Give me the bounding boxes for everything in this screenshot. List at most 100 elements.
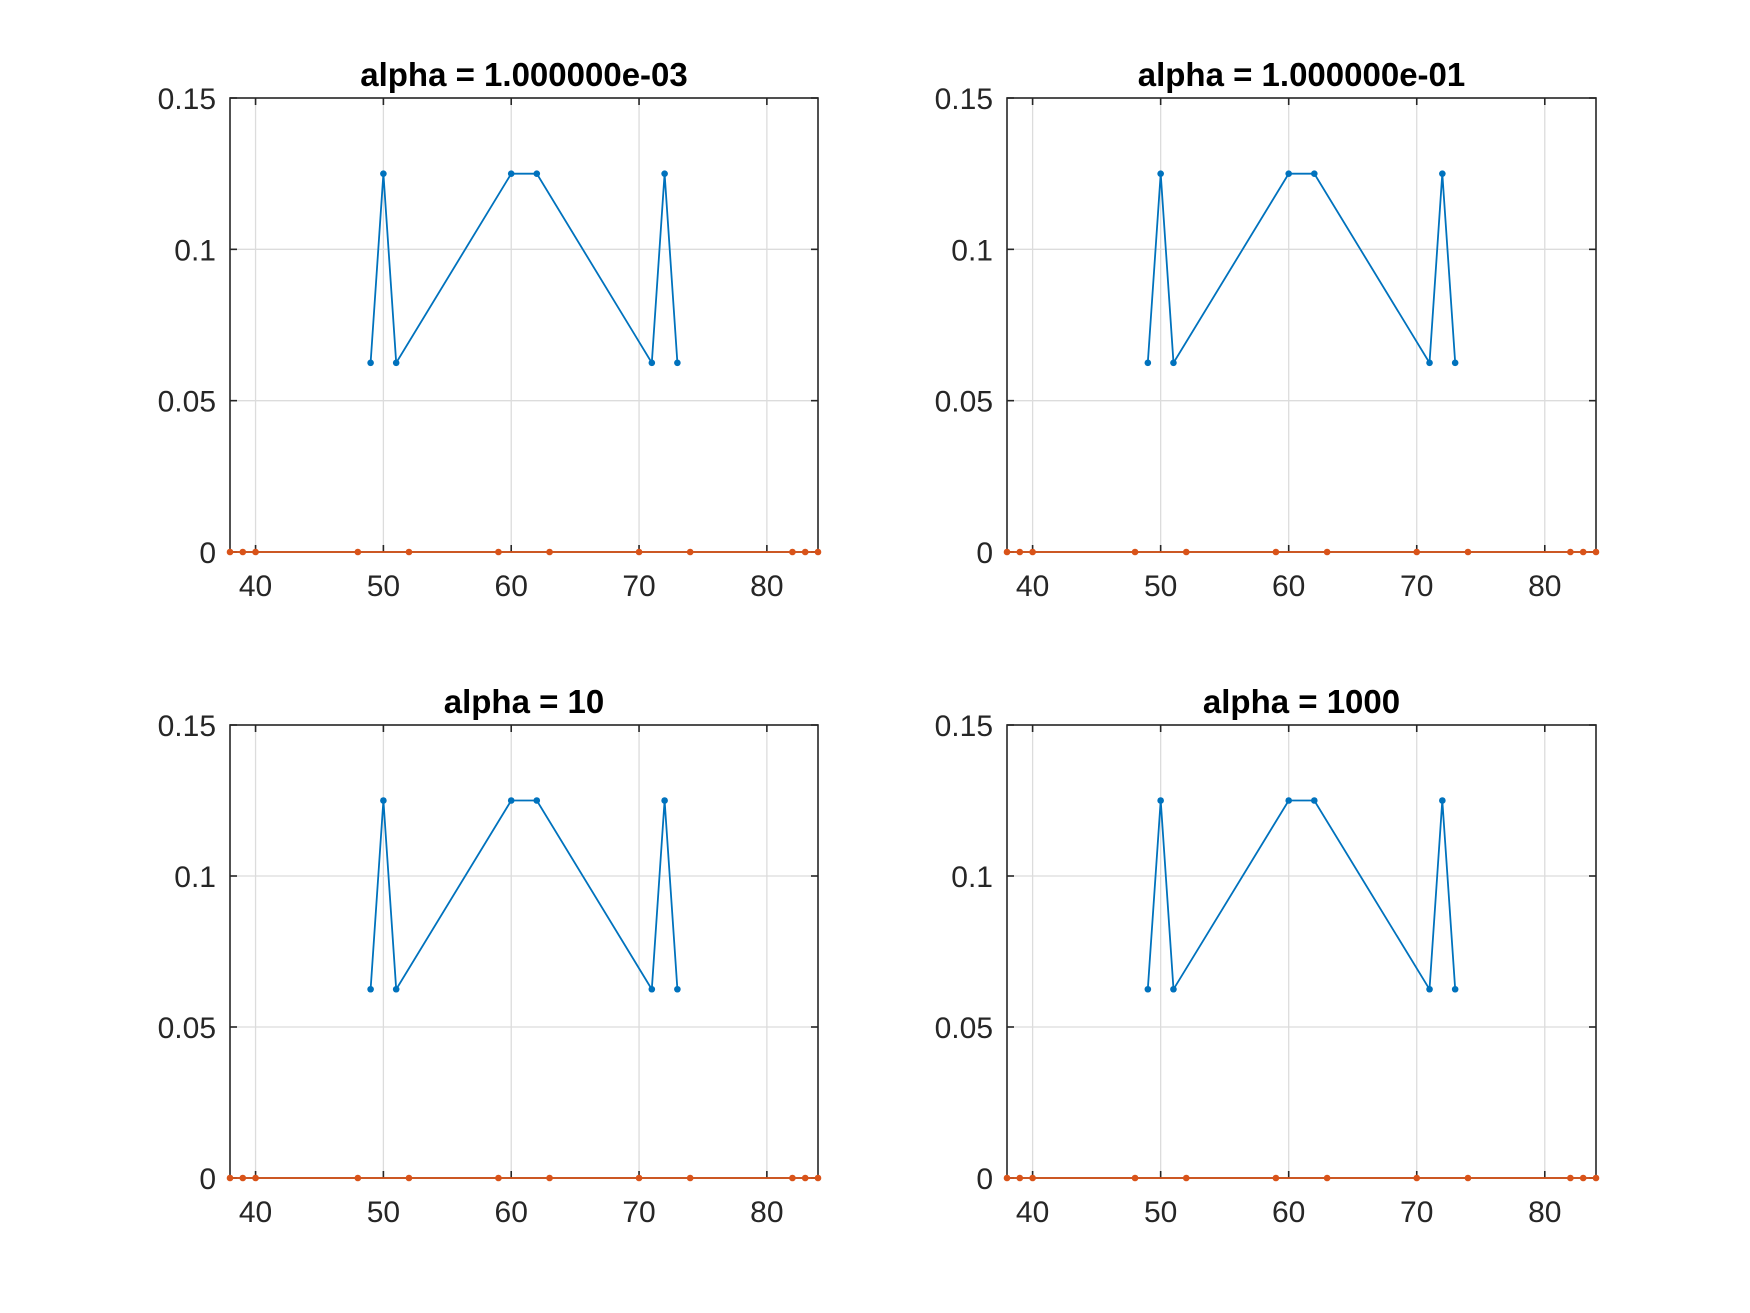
subplot-2-series-1-point [1144, 359, 1152, 367]
subplot-2-series-1-point [1170, 359, 1177, 367]
subplot-2-x-tick-label: 80 [1528, 570, 1561, 603]
subplot-1-series-1-point [533, 170, 541, 177]
subplot-1-y-tick-label: 0.1 [174, 234, 216, 267]
subplot-4-series-2-point [1464, 1174, 1472, 1182]
subplot-2-y-tick-label: 0.15 [935, 83, 993, 116]
subplot-2-series-2-point [1272, 548, 1280, 556]
subplot-4-x-tick-label: 60 [1272, 1196, 1305, 1229]
subplot-3-series-1-line [369, 799, 679, 993]
subplot-1-series-1-line [369, 172, 679, 366]
subplot-1-series-2-point [546, 548, 553, 556]
subplot-4: 40 50 60 70 80 0 0.05 0.1 0.15 alpha = 1000 [935, 683, 1600, 1229]
subplot-3-title: alpha = 10 [444, 683, 605, 720]
subplot-1-series-2-point [801, 548, 809, 556]
subplot-1-y-tick-label: 0 [199, 537, 216, 570]
subplot-3-x-tick-label: 70 [622, 1196, 655, 1229]
subplot-4-y-tick-label: 0 [976, 1163, 993, 1196]
subplot-2-series-2-point [1592, 548, 1600, 556]
subplot-1-x-tick-label: 50 [367, 570, 400, 603]
subplot-2-series-2-point [1323, 548, 1331, 556]
subplot-3-y-tick-label: 0 [199, 1163, 216, 1196]
subplot-4-plot-area [1007, 725, 1596, 1178]
subplot-3-series-1-point [507, 797, 515, 804]
subplot-3-series-2-point [226, 1174, 234, 1182]
subplot-4-title: alpha = 1000 [1203, 683, 1400, 720]
subplot-4-x-tick-label: 80 [1528, 1196, 1561, 1229]
subplot-3-y-tick-label: 0.05 [158, 1012, 216, 1045]
subplot-3-series-1-point [367, 985, 374, 993]
subplot-2-series-2-point [1029, 548, 1036, 556]
subplot-3-series-2-point [354, 1174, 362, 1182]
subplot-4-series-2-point [1592, 1174, 1600, 1182]
subplot-4-series-2-point [1567, 1174, 1574, 1182]
subplot-1-series-2-point [252, 548, 259, 556]
subplot-4-series-1-point [1285, 797, 1292, 804]
subplot-3-series-1-point [648, 985, 656, 993]
subplot-1-x-tick-label: 70 [622, 570, 655, 603]
subplot-4-series-2-point [1413, 1174, 1421, 1182]
subplot-2-x-tick-label: 60 [1272, 570, 1305, 603]
subplot-2-series-2-point [1016, 548, 1024, 556]
subplot-2: 40 50 60 70 80 0 0.05 0.1 0.15 alpha = 1.000000e-… [935, 56, 1600, 603]
subplot-4-series-2-point [1131, 1174, 1139, 1182]
subplot-3-series-2-point [801, 1174, 809, 1182]
subplot-1-series-1-point [648, 359, 656, 367]
subplot-2-plot-area [1007, 98, 1596, 552]
subplot-4-series-1-point [1157, 797, 1164, 804]
subplot-1: 40 50 60 70 80 0 0.05 0.1 0.15 alpha = 1.000000e-… [158, 56, 822, 603]
subplot-2-series-2-point [1182, 548, 1190, 556]
subplot-3-x-tick-label: 50 [367, 1196, 400, 1229]
subplot-3-series-2-point [239, 1174, 247, 1182]
subplot-4-x-tick-label: 40 [1016, 1196, 1049, 1229]
subplot-4-series-2-point [1029, 1174, 1036, 1182]
subplot-2-x-tick-label: 40 [1016, 570, 1049, 603]
subplot-1-series-2-point [495, 548, 502, 556]
subplot-3-x-tick-label: 60 [495, 1196, 528, 1229]
subplot-2-x-tick-label: 70 [1400, 570, 1433, 603]
subplot-2-series-1-line [1146, 172, 1457, 366]
subplot-1-series-1-point [392, 359, 400, 367]
subplot-2-y-tick-label: 0 [976, 537, 993, 570]
subplot-2-series-2-point [1003, 548, 1011, 556]
subplot-3: 40 50 60 70 80 0 0.05 0.1 0.15 alpha = 10 [158, 683, 822, 1229]
subplot-4-series-1-point [1311, 797, 1318, 804]
subplot-1-series-1-point [674, 359, 681, 367]
subplot-1-plot-area [230, 98, 818, 552]
subplot-3-series-2-point [814, 1174, 822, 1182]
subplot-2-series-2-point [1567, 548, 1574, 556]
subplot-1-series-1-point [367, 359, 374, 367]
subplot-4-series-2-point [1182, 1174, 1190, 1182]
subplot-2-series-2-point [1131, 548, 1139, 556]
subplot-3-series-2-point [252, 1174, 259, 1182]
subplot-3-series-1-point [661, 797, 668, 804]
subplot-2-series-2-point [1413, 548, 1421, 556]
subplot-2-series-1-point [1157, 170, 1164, 177]
subplot-4-series-2-point [1003, 1174, 1011, 1182]
subplot-3-series-1-point [674, 985, 681, 993]
subplot-1-series-1-point [507, 170, 515, 177]
subplot-2-y-tick-label: 0.05 [935, 386, 993, 419]
subplot-3-series-2-point [635, 1174, 643, 1182]
subplot-4-series-2-point [1016, 1174, 1024, 1182]
subplot-4-series-1-point [1144, 985, 1152, 993]
subplot-1-series-2-point [635, 548, 643, 556]
subplot-1-series-2-point [686, 548, 694, 556]
subplot-2-series-1-point [1426, 359, 1433, 367]
subplot-4-series-1-point [1451, 985, 1459, 993]
subplot-2-title: alpha = 1.000000e-01 [1138, 56, 1466, 93]
subplot-3-series-1-point [533, 797, 541, 804]
subplot-4-series-1-point [1426, 985, 1433, 993]
subplot-1-series-1-point [380, 170, 387, 177]
subplot-1-x-tick-label: 40 [239, 570, 272, 603]
subplot-3-series-2-point [546, 1174, 553, 1182]
subplot-4-series-2-point [1579, 1174, 1587, 1182]
subplot-1-x-tick-label: 80 [750, 570, 783, 603]
subplot-4-series-1-point [1439, 797, 1446, 804]
subplot-2-series-1-point [1439, 170, 1446, 177]
subplot-4-series-1-line [1146, 799, 1457, 993]
subplot-1-title: alpha = 1.000000e-03 [360, 56, 688, 93]
subplot-3-y-tick-label: 0.1 [174, 861, 216, 894]
subplot-4-y-tick-label: 0.1 [951, 861, 993, 894]
subplot-2-x-tick-label: 50 [1144, 570, 1177, 603]
